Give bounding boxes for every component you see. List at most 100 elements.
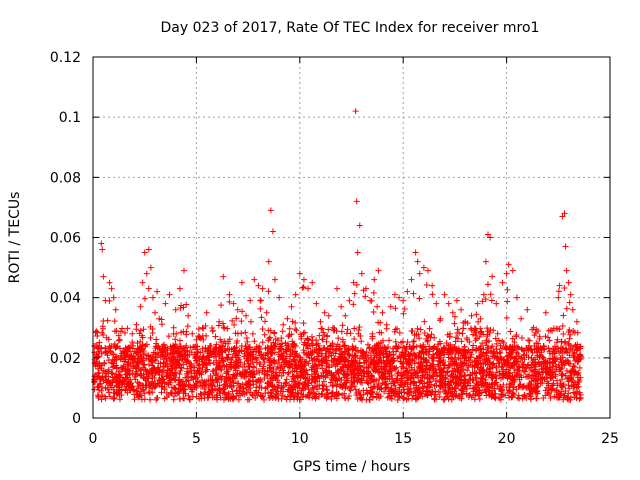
data-point [212, 371, 219, 378]
data-point [421, 318, 428, 325]
data-point [149, 362, 156, 369]
data-point [231, 321, 238, 328]
data-point [236, 384, 243, 391]
data-point [300, 320, 307, 327]
y-tick-label: 0 [72, 411, 81, 427]
data-point [323, 354, 330, 361]
data-point [452, 338, 459, 345]
data-point [357, 394, 364, 401]
data-point [128, 352, 135, 359]
data-point [161, 344, 168, 351]
data-point [456, 364, 463, 371]
data-point [576, 351, 583, 358]
data-point [160, 376, 167, 383]
data-point [521, 368, 528, 375]
data-point-peak [199, 324, 206, 331]
data-point [459, 330, 466, 337]
data-point [492, 395, 499, 402]
data-point [404, 374, 410, 381]
data-point [340, 338, 347, 345]
data-point [306, 394, 313, 401]
data-point [553, 325, 560, 332]
data-point [182, 374, 189, 381]
data-point [394, 396, 401, 403]
data-point [392, 338, 399, 345]
data-point [158, 368, 165, 375]
data-point [498, 364, 505, 371]
data-point [469, 359, 476, 366]
data-point [339, 392, 346, 399]
data-point [484, 331, 491, 338]
data-point [226, 298, 233, 305]
data-point [310, 362, 317, 369]
data-point-peak [362, 285, 369, 292]
data-point [560, 396, 567, 403]
data-point [353, 359, 360, 366]
data-point [458, 395, 465, 402]
data-point [502, 392, 509, 399]
data-point [484, 281, 491, 288]
data-point-peak [408, 276, 415, 283]
data-point [375, 369, 382, 376]
x-tick-label: 5 [192, 431, 201, 447]
data-point [326, 363, 333, 370]
data-point-peak [129, 330, 136, 337]
data-point [464, 362, 471, 369]
data-point [491, 354, 498, 361]
data-point [424, 337, 431, 344]
data-point-peak [416, 270, 423, 277]
data-point [271, 349, 278, 356]
data-point [410, 290, 417, 297]
data-point [247, 344, 254, 351]
data-point [460, 384, 467, 391]
data-point [220, 343, 227, 350]
data-point-peak [267, 207, 274, 214]
data-point [575, 357, 582, 364]
data-point-peak [300, 276, 307, 283]
data-point [458, 359, 465, 366]
data-point-peak [154, 288, 161, 295]
data-point [151, 349, 158, 356]
data-point [298, 366, 305, 373]
data-point [175, 377, 182, 384]
data-point [412, 353, 419, 360]
data-point [203, 332, 210, 339]
data-point-peak [505, 261, 512, 268]
data-point [316, 332, 323, 339]
data-point-peak [203, 309, 210, 316]
data-point [223, 354, 230, 361]
data-point [305, 351, 312, 358]
data-point [219, 320, 226, 327]
data-point [521, 356, 528, 363]
data-point [151, 365, 158, 372]
data-point [559, 322, 566, 329]
data-point [121, 329, 128, 336]
data-point [362, 293, 369, 300]
data-point [527, 396, 534, 403]
data-point [560, 312, 567, 319]
data-point [412, 371, 419, 378]
data-point [311, 377, 318, 384]
data-point [105, 389, 112, 396]
data-point [490, 327, 497, 334]
data-point [213, 394, 220, 401]
data-point [397, 377, 404, 384]
data-point-peak [569, 306, 576, 313]
data-point-peak [404, 288, 411, 295]
data-point [459, 391, 466, 398]
data-point [400, 354, 407, 361]
data-point-peak [137, 303, 144, 310]
data-point [400, 395, 407, 402]
data-point [486, 384, 493, 391]
data-point-peak [276, 294, 283, 301]
data-point [267, 334, 274, 341]
ticks-layer: 0 5 10 15 20 25 0 0.02 0.04 0.06 0.08 0.1 0.12 [50, 50, 619, 447]
data-point [111, 318, 118, 325]
data-point [252, 394, 259, 401]
data-point [419, 383, 426, 390]
data-point-peak [559, 213, 566, 220]
data-point [449, 371, 456, 378]
data-point [199, 364, 206, 371]
data-point [534, 377, 541, 384]
data-point [283, 396, 290, 403]
